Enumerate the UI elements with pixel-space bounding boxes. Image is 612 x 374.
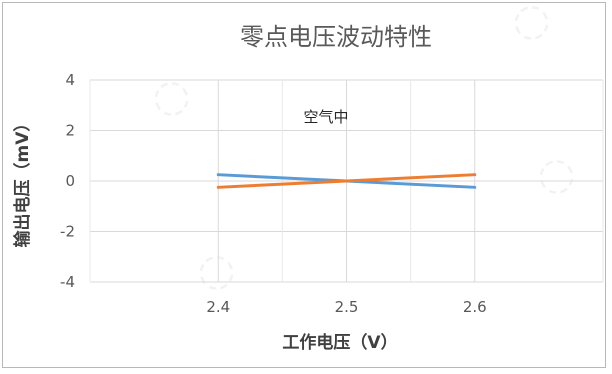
x-tick-label: 2.4 xyxy=(206,298,230,316)
y-tick-label: 4 xyxy=(65,71,75,89)
x-axis-ticks: 2.4 2.5 2.6 xyxy=(206,298,486,316)
y-tick-label: -4 xyxy=(60,273,75,291)
y-tick-label: 2 xyxy=(65,122,75,140)
x-axis-label: 工作电压（V） xyxy=(282,332,397,353)
watermark-glyph: ◌ xyxy=(141,65,199,128)
y-tick-label: -2 xyxy=(60,223,75,241)
chart-frame xyxy=(2,2,606,368)
y-tick-label: 0 xyxy=(65,172,75,190)
watermark-glyph: ◌ xyxy=(501,0,559,52)
series-layer xyxy=(216,173,477,189)
x-tick-label: 2.5 xyxy=(335,298,359,316)
series-line-orange xyxy=(216,173,477,189)
y-axis-ticks: 4 2 0 -2 -4 xyxy=(60,71,75,291)
y-axis-label: 输出电压（mV） xyxy=(12,115,33,248)
chart-title: 零点电压波动特性 xyxy=(240,23,432,51)
chart-annotation: 空气中 xyxy=(303,108,348,126)
watermark-glyph: ◌ xyxy=(186,239,244,302)
watermark-glyph: ◌ xyxy=(526,143,584,206)
x-tick-label: 2.6 xyxy=(463,298,487,316)
